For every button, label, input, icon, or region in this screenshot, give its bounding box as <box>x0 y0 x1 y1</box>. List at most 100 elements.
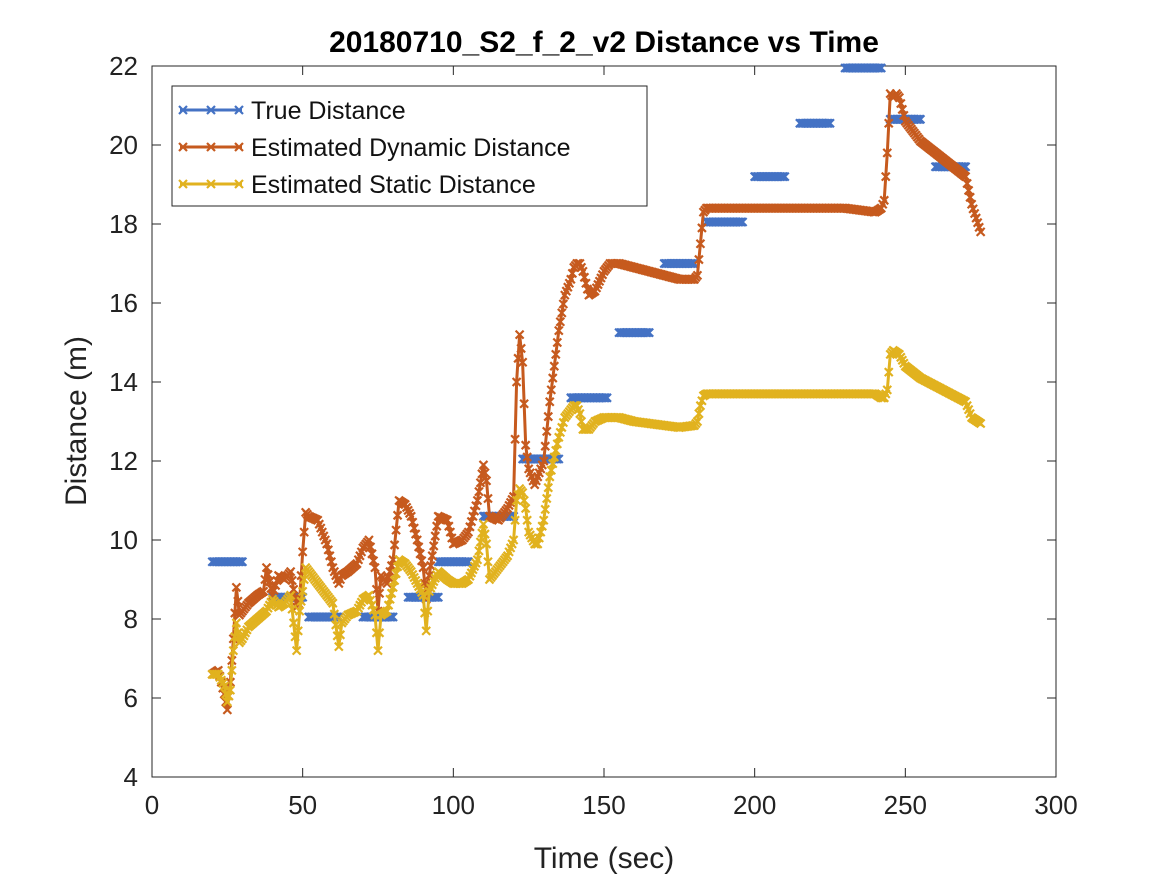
series-1-marker-42-3 <box>428 541 439 551</box>
series-1-marker-19-0 <box>297 547 308 557</box>
series-2-marker-16-0 <box>291 645 302 656</box>
series-2-marker-56-1 <box>519 495 529 506</box>
series-1-marker-42-1 <box>425 560 436 571</box>
series-2-marker-17-0 <box>294 606 305 616</box>
series-2-marker-62-3 <box>549 452 560 462</box>
series-2-marker-23-2 <box>331 620 341 630</box>
series-2-marker-47-1 <box>474 546 484 556</box>
x-tick-label-5: 250 <box>884 790 927 820</box>
series-2-marker-62-2 <box>547 458 558 469</box>
series-1-marker-12-0 <box>261 562 272 573</box>
legend-marker-end-2 <box>234 179 244 189</box>
series-1-marker-57-1 <box>519 398 529 409</box>
series-1-marker-16-1 <box>287 575 297 586</box>
series-1-marker-16-2 <box>288 584 299 595</box>
series-1-marker-64-0 <box>554 325 564 336</box>
series-0-point-9-165 <box>644 327 654 338</box>
series-2-marker-56-0 <box>517 487 528 498</box>
series-1-marker-92-0 <box>879 195 890 206</box>
series-2-marker-48-0 <box>478 519 489 529</box>
series-2-marker-24-1 <box>335 630 346 640</box>
series-2-marker-4-1 <box>227 665 237 676</box>
series-1-marker-54-1 <box>510 434 520 445</box>
legend: True Distance Estimated Dynamic Distance E… <box>171 85 648 207</box>
y-tick-label-1: 6 <box>124 683 138 713</box>
series-2-marker-39-0 <box>418 590 428 601</box>
series-1-marker-56-0 <box>514 329 525 340</box>
series-2-marker-92-0 <box>882 385 893 395</box>
series-1-marker-58-1 <box>522 452 532 462</box>
series-1-marker-58-0 <box>520 440 531 450</box>
series-2-marker-62-0 <box>544 472 555 482</box>
legend-marker-mid-1 <box>206 142 216 152</box>
y-tick-label-7: 18 <box>109 209 138 239</box>
series-1-marker-39-2 <box>415 549 425 559</box>
series-1-marker-16-0 <box>285 566 296 577</box>
series-2-marker-61-1 <box>540 504 551 515</box>
legend-marker-start-1 <box>178 142 188 152</box>
series-2-marker-47-2 <box>475 537 486 547</box>
series-1-marker-64-1 <box>555 316 566 327</box>
series-2-marker-15-3 <box>290 631 300 642</box>
series-1-marker-63-2 <box>547 373 558 383</box>
series-2-marker-34-2 <box>391 568 401 579</box>
series-2-marker-62-5 <box>552 439 563 449</box>
x-tick-label-0: 0 <box>145 790 159 820</box>
series-1-marker-31-0 <box>370 562 380 573</box>
series-1-marker-81-0 <box>692 270 703 281</box>
series-2-marker-40-1 <box>422 606 433 616</box>
series-1-marker-11-0 <box>258 586 269 597</box>
series-2-marker-23-0 <box>328 598 338 608</box>
y-axis-label: Distance (m) <box>60 336 93 506</box>
series-1-marker-40-0 <box>418 562 428 573</box>
series-0-point-13-225 <box>825 118 835 129</box>
series-1-marker-6-0 <box>231 582 242 593</box>
series-1-marker-35-2 <box>391 525 401 535</box>
y-tick-label-5: 14 <box>109 367 138 397</box>
series-1-marker-49-1 <box>480 468 490 478</box>
series-1-marker-81-1 <box>694 254 704 265</box>
series-0-point-15-255 <box>915 114 926 125</box>
series-1-marker-93-1 <box>883 118 894 129</box>
series-2-marker-61-3 <box>543 482 554 493</box>
series-1-marker-19-1 <box>299 527 309 537</box>
chart-title: 20180710_S2_f_2_v2 Distance vs Time <box>329 26 879 59</box>
series-1-marker-42-2 <box>427 551 438 561</box>
series-1-marker-3-0 <box>222 705 233 715</box>
series-2-marker-57-0 <box>520 503 531 514</box>
series-1-marker-30-1 <box>365 542 376 552</box>
series-2-marker-24-0 <box>334 641 344 652</box>
series-2-marker-62-1 <box>546 465 557 475</box>
series-1-marker-92-1 <box>880 171 891 182</box>
series-2-marker-40-0 <box>421 626 431 636</box>
series-1-marker-55-0 <box>511 377 522 387</box>
x-tick-label-1: 50 <box>288 790 317 820</box>
series-0-point-14-242 <box>876 63 887 73</box>
series-1-marker-63-0 <box>544 396 555 407</box>
legend-marker-mid-0 <box>206 105 216 115</box>
legend-marker-start-2 <box>178 179 188 189</box>
series-1-marker-63-3 <box>549 361 560 371</box>
series-1-marker-63-1 <box>546 385 557 395</box>
series-1-marker-62-2 <box>541 426 552 437</box>
series-0-point-8-151 <box>602 393 612 403</box>
series-2-marker-80-0 <box>692 416 703 427</box>
series-2-marker-15-1 <box>287 604 297 614</box>
series-2-marker-47-0 <box>472 554 483 565</box>
series-1-marker-48-0 <box>472 495 483 506</box>
series-1-marker-64-3 <box>558 299 569 309</box>
series-1-marker-48-1 <box>474 486 484 497</box>
series-2-marker-61-2 <box>541 493 552 504</box>
series-2-marker-2-0 <box>219 681 230 691</box>
legend-label-2: Estimated Static Distance <box>251 171 536 199</box>
series-2-marker-68-0 <box>575 408 585 419</box>
series-2-marker-49-0 <box>481 539 492 549</box>
series-2-marker-62-4 <box>551 445 561 456</box>
series-2-marker-5-0 <box>228 645 239 656</box>
series-2-marker-4-0 <box>225 685 236 695</box>
series-1-marker-35-1 <box>389 540 400 550</box>
series-1-marker-30-3 <box>368 555 379 566</box>
series-1-marker-12-1 <box>263 569 273 580</box>
series-1-marker-30-0 <box>364 535 374 545</box>
